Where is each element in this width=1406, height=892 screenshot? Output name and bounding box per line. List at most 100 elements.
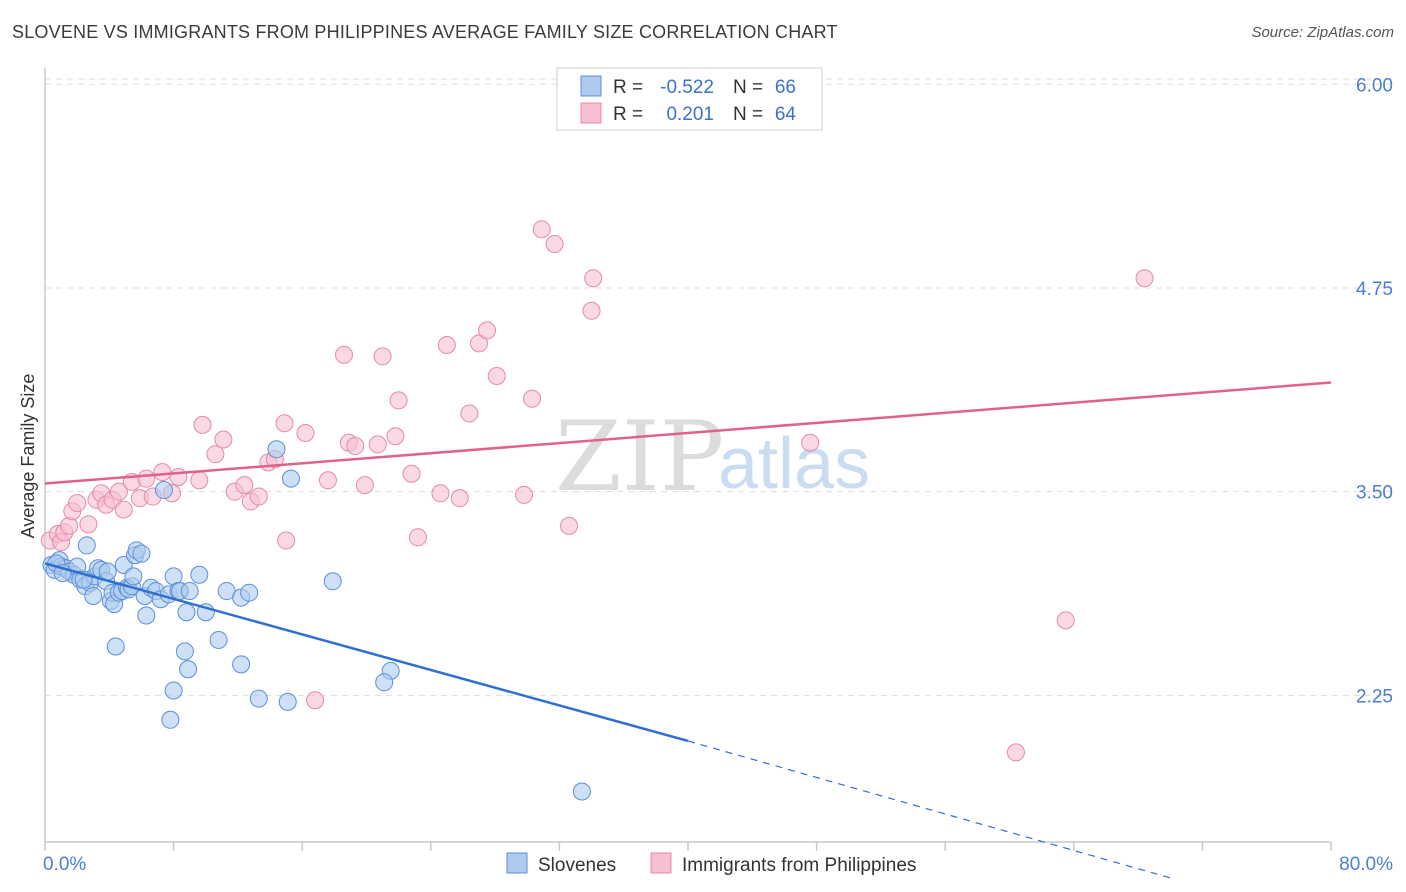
legend-r-value-2: 0.201 [666,104,714,125]
series-legend: Slovenes Immigrants from Philippines [506,852,916,876]
legend-swatch-philippines [580,102,602,124]
point-slovenes [98,562,117,581]
point-slovenes [84,586,103,605]
y-axis-title: Average Family Size [18,374,38,539]
point-philippines [437,336,456,355]
point-slovenes [323,572,342,591]
point-philippines [1135,269,1154,288]
point-slovenes [572,782,591,801]
point-slovenes [180,582,199,601]
point-philippines [190,471,209,490]
point-slovenes [232,655,251,674]
watermark: ZIP atlas [555,401,870,513]
y-tick-label: 6.00 [1356,75,1393,96]
point-slovenes [240,583,259,602]
bottom-legend-label-slovenes: Slovenes [538,855,616,876]
point-philippines [153,463,172,482]
point-philippines [431,484,450,503]
point-slovenes [267,440,286,459]
point-philippines [1056,611,1075,630]
correlation-legend: R = -0.522 N = 66 R = 0.201 N = 64 [556,67,823,131]
point-slovenes [106,637,125,656]
point-philippines [109,482,128,501]
point-philippines [450,489,469,508]
point-slovenes [278,692,297,711]
point-philippines [389,391,408,410]
point-philippines [79,515,98,534]
point-philippines [560,516,579,535]
point-philippines [487,366,506,385]
legend-n-value-2: 64 [775,104,797,125]
x-tick-label-max: 80.0% [1339,854,1393,875]
watermark-atlas: atlas [718,424,870,504]
data-points [40,220,1154,801]
point-slovenes [177,603,196,622]
axes [44,68,1332,851]
point-philippines [60,516,79,535]
point-slovenes [161,710,180,729]
point-philippines [402,464,421,483]
point-philippines [306,691,325,710]
trend-line-slovenes [44,562,689,743]
point-slovenes [154,481,173,500]
point-philippines [249,487,268,506]
bottom-legend-label-philippines: Immigrants from Philippines [682,855,916,876]
point-philippines [532,220,551,239]
point-philippines [206,445,225,464]
point-philippines [470,334,489,353]
point-philippines [296,424,315,443]
trend-lines [44,381,1332,879]
point-philippines [582,301,601,320]
point-philippines [373,347,392,366]
point-slovenes [132,544,151,563]
point-philippines [137,469,156,488]
y-tick-label: 3.50 [1356,483,1393,504]
legend-swatch-slovenes [580,75,602,97]
point-philippines [114,500,133,519]
point-slovenes [209,630,228,649]
y-tick-label: 4.75 [1356,279,1393,300]
point-slovenes [249,689,268,708]
point-slovenes [190,565,209,584]
point-philippines [523,389,542,408]
point-philippines [478,321,497,340]
trend-line-slovenes-extension [687,740,1171,879]
legend-n-label-2: N = [733,104,763,125]
point-philippines [408,528,427,547]
x-tick-labels: 0.0% 80.0% [43,854,1393,875]
point-philippines [801,433,820,452]
point-slovenes [179,660,198,679]
bottom-legend-swatch-philippines [650,852,672,874]
source-note: Source: ZipAtlas.com [1251,24,1394,41]
legend-n-value-1: 66 [775,77,796,98]
x-tick-label-min: 0.0% [43,854,86,875]
trend-line-philippines [44,381,1332,485]
legend-r-label-1: R = [613,77,643,98]
legend-r-value-1: -0.522 [660,77,714,98]
point-philippines [584,269,603,288]
point-slovenes [281,469,300,488]
point-philippines [235,476,254,495]
point-philippines [193,415,212,434]
point-slovenes [124,567,143,586]
legend-r-label-2: R = [613,104,643,125]
y-tick-labels: 2.25 3.50 4.75 6.00 [1356,75,1393,707]
legend-n-label-1: N = [733,77,763,98]
point-philippines [545,234,564,253]
point-philippines [386,427,405,446]
point-philippines [277,531,296,550]
point-slovenes [77,536,96,555]
point-philippines [1006,743,1025,762]
point-slovenes [175,642,194,661]
chart-title: SLOVENE VS IMMIGRANTS FROM PHILIPPINES A… [12,22,838,42]
point-philippines [334,345,353,364]
point-philippines [275,414,294,433]
point-slovenes [137,606,156,625]
point-philippines [355,476,374,495]
point-philippines [214,430,233,449]
point-philippines [169,467,188,486]
point-philippines [368,435,387,454]
point-philippines [68,494,87,513]
watermark-zip: ZIP [555,401,724,513]
